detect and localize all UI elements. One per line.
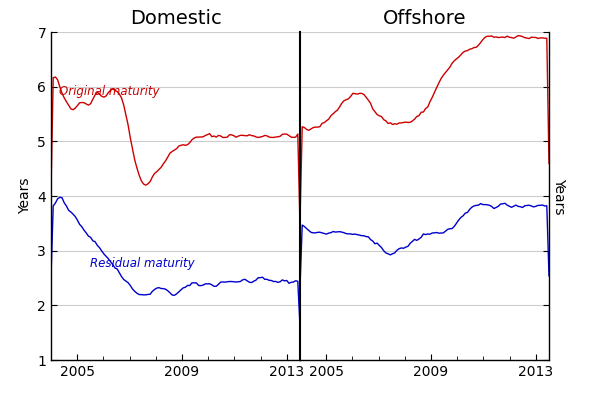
- Text: Residual maturity: Residual maturity: [91, 257, 195, 270]
- Title: Offshore: Offshore: [383, 9, 466, 28]
- Text: Original maturity: Original maturity: [59, 85, 160, 98]
- Y-axis label: Years: Years: [18, 178, 32, 214]
- Title: Domestic: Domestic: [130, 9, 221, 28]
- Y-axis label: Years: Years: [551, 178, 566, 214]
